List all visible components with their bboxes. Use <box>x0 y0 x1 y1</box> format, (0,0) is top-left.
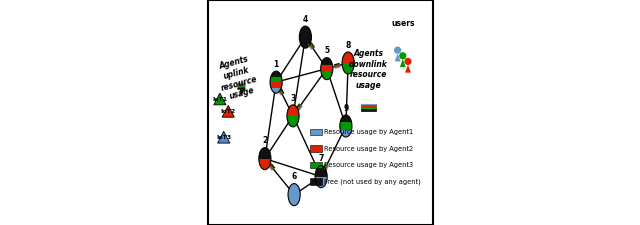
Text: 3: 3 <box>291 94 296 103</box>
Text: users: users <box>392 19 415 28</box>
Text: Resource usage by Agent3: Resource usage by Agent3 <box>324 162 413 168</box>
Bar <box>340 130 352 137</box>
Text: Agents
uplink
resource
usage: Agents uplink resource usage <box>214 54 261 103</box>
Bar <box>340 122 352 130</box>
Text: IoT1: IoT1 <box>212 97 227 102</box>
Text: 2: 2 <box>262 136 268 145</box>
Bar <box>288 184 300 206</box>
Circle shape <box>400 53 406 59</box>
Bar <box>259 148 271 159</box>
Text: 1: 1 <box>273 60 279 69</box>
Bar <box>287 105 299 116</box>
Bar <box>315 166 327 177</box>
Bar <box>310 178 321 184</box>
Bar <box>270 82 282 88</box>
Text: 8: 8 <box>346 41 351 50</box>
Bar <box>342 52 354 63</box>
Polygon shape <box>400 59 406 67</box>
Text: Agents
downlink
resource
usage: Agents downlink resource usage <box>349 50 388 90</box>
Bar <box>270 71 282 76</box>
Polygon shape <box>222 105 234 117</box>
Bar <box>310 145 321 152</box>
Polygon shape <box>218 131 230 143</box>
Circle shape <box>395 47 401 53</box>
Bar <box>300 26 312 48</box>
Bar <box>315 177 327 188</box>
Polygon shape <box>395 53 401 61</box>
Text: IoT2: IoT2 <box>221 109 236 114</box>
Text: 6: 6 <box>291 172 297 181</box>
Bar <box>342 63 354 74</box>
Text: 4: 4 <box>303 15 308 24</box>
Text: IoT3: IoT3 <box>216 135 231 140</box>
Bar <box>321 72 333 80</box>
Bar <box>270 76 282 82</box>
Bar <box>321 58 333 65</box>
Text: Resource usage by Agent1: Resource usage by Agent1 <box>324 129 413 135</box>
Bar <box>310 129 321 135</box>
Polygon shape <box>405 65 411 73</box>
Bar <box>310 162 321 168</box>
Text: 7: 7 <box>319 154 324 163</box>
Polygon shape <box>214 93 226 105</box>
Text: 5: 5 <box>324 46 330 55</box>
Text: 9: 9 <box>343 104 349 113</box>
Bar <box>340 115 352 122</box>
Bar <box>321 65 333 72</box>
Circle shape <box>405 58 411 64</box>
Bar <box>287 116 299 127</box>
Bar <box>259 159 271 170</box>
Text: Resource usage by Agent2: Resource usage by Agent2 <box>324 146 413 151</box>
Bar <box>270 88 282 93</box>
Text: Free (not used by any agent): Free (not used by any agent) <box>324 178 420 184</box>
